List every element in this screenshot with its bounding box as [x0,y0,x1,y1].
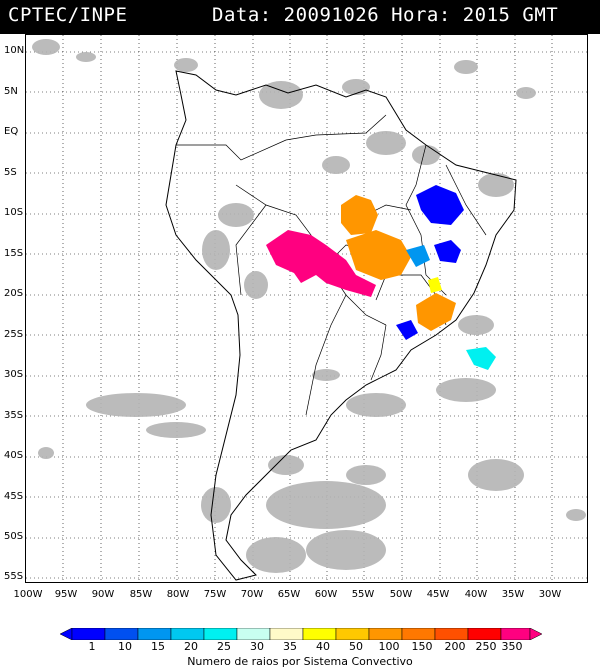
lon-label-50w: 50W [389,589,413,600]
legend-value-30: 30 [250,640,264,653]
legend-value-10: 10 [118,640,132,653]
lat-label-30s: 30S [4,369,24,380]
legend-value-250: 250 [475,640,497,653]
lat-label-20s: 20S [4,288,24,299]
system-blue-ne [416,185,464,225]
system-yellow [428,277,442,293]
lat-label-15s: 15S [4,248,24,259]
lon-label-45w: 45W [426,589,450,600]
system-orange-central [346,230,411,280]
system-orange-north [341,195,378,235]
cloud-cover [32,39,586,573]
lat-label-55s: 55S [4,571,24,582]
legend-value-20: 20 [184,640,198,653]
system-lightblue [406,245,430,267]
lon-label-30w: 30W [538,589,562,600]
lat-label-25s: 25S [4,329,24,340]
legend-colorbar [60,628,542,640]
system-orange-south [416,293,456,331]
lon-label-90w: 90W [91,589,115,600]
lon-label-55w: 55W [351,589,375,600]
lon-label-80w: 80W [166,589,190,600]
title-bar: CPTEC/INPE Data: 20091026 Hora: 2015 GMT [0,0,600,34]
lon-label-60w: 60W [314,589,338,600]
lat-label-5s: 5S [4,167,17,178]
lon-label-35w: 35W [501,589,525,600]
continent-outline [165,70,517,581]
lon-label-85w: 85W [129,589,153,600]
convective-systems [266,185,496,370]
lat-label-eq: EQ [4,126,19,137]
lat-label-35s: 35S [4,410,24,421]
legend-value-200: 200 [444,640,466,653]
legend-value-100: 100 [378,640,400,653]
lon-label-65w: 65W [277,589,301,600]
system-cyan-ocean [466,347,496,370]
legend-value-35: 35 [283,640,297,653]
lat-label-10s: 10S [4,207,24,218]
lon-label-100w: 100W [13,589,43,600]
lat-label-45s: 45S [4,491,24,502]
system-blue-east [434,240,461,263]
legend-value-40: 40 [316,640,330,653]
lon-label-40w: 40W [464,589,488,600]
map-canvas [26,35,587,582]
datetime-label: Data: 20091026 Hora: 2015 GMT [212,4,559,26]
legend-value-350: 350 [501,640,523,653]
lat-label-40s: 40S [4,450,24,461]
lat-label-5n: 5N [4,86,18,97]
map-panel[interactable] [25,34,588,583]
lon-label-75w: 75W [203,589,227,600]
lon-label-70w: 70W [240,589,264,600]
legend-value-25: 25 [217,640,231,653]
lon-label-95w: 95W [54,589,78,600]
legend-value-150: 150 [411,640,433,653]
legend-value-15: 15 [151,640,165,653]
lat-label-50s: 50S [4,531,24,542]
legend-value-1: 1 [88,640,96,653]
legend-caption: Numero de raios por Sistema Convectivo [187,655,413,668]
system-magenta-large [266,230,376,297]
system-blue-small [396,320,418,340]
legend-value-50: 50 [349,640,363,653]
lat-label-10n: 10N [4,45,25,56]
org-label: CPTEC/INPE [8,4,128,26]
